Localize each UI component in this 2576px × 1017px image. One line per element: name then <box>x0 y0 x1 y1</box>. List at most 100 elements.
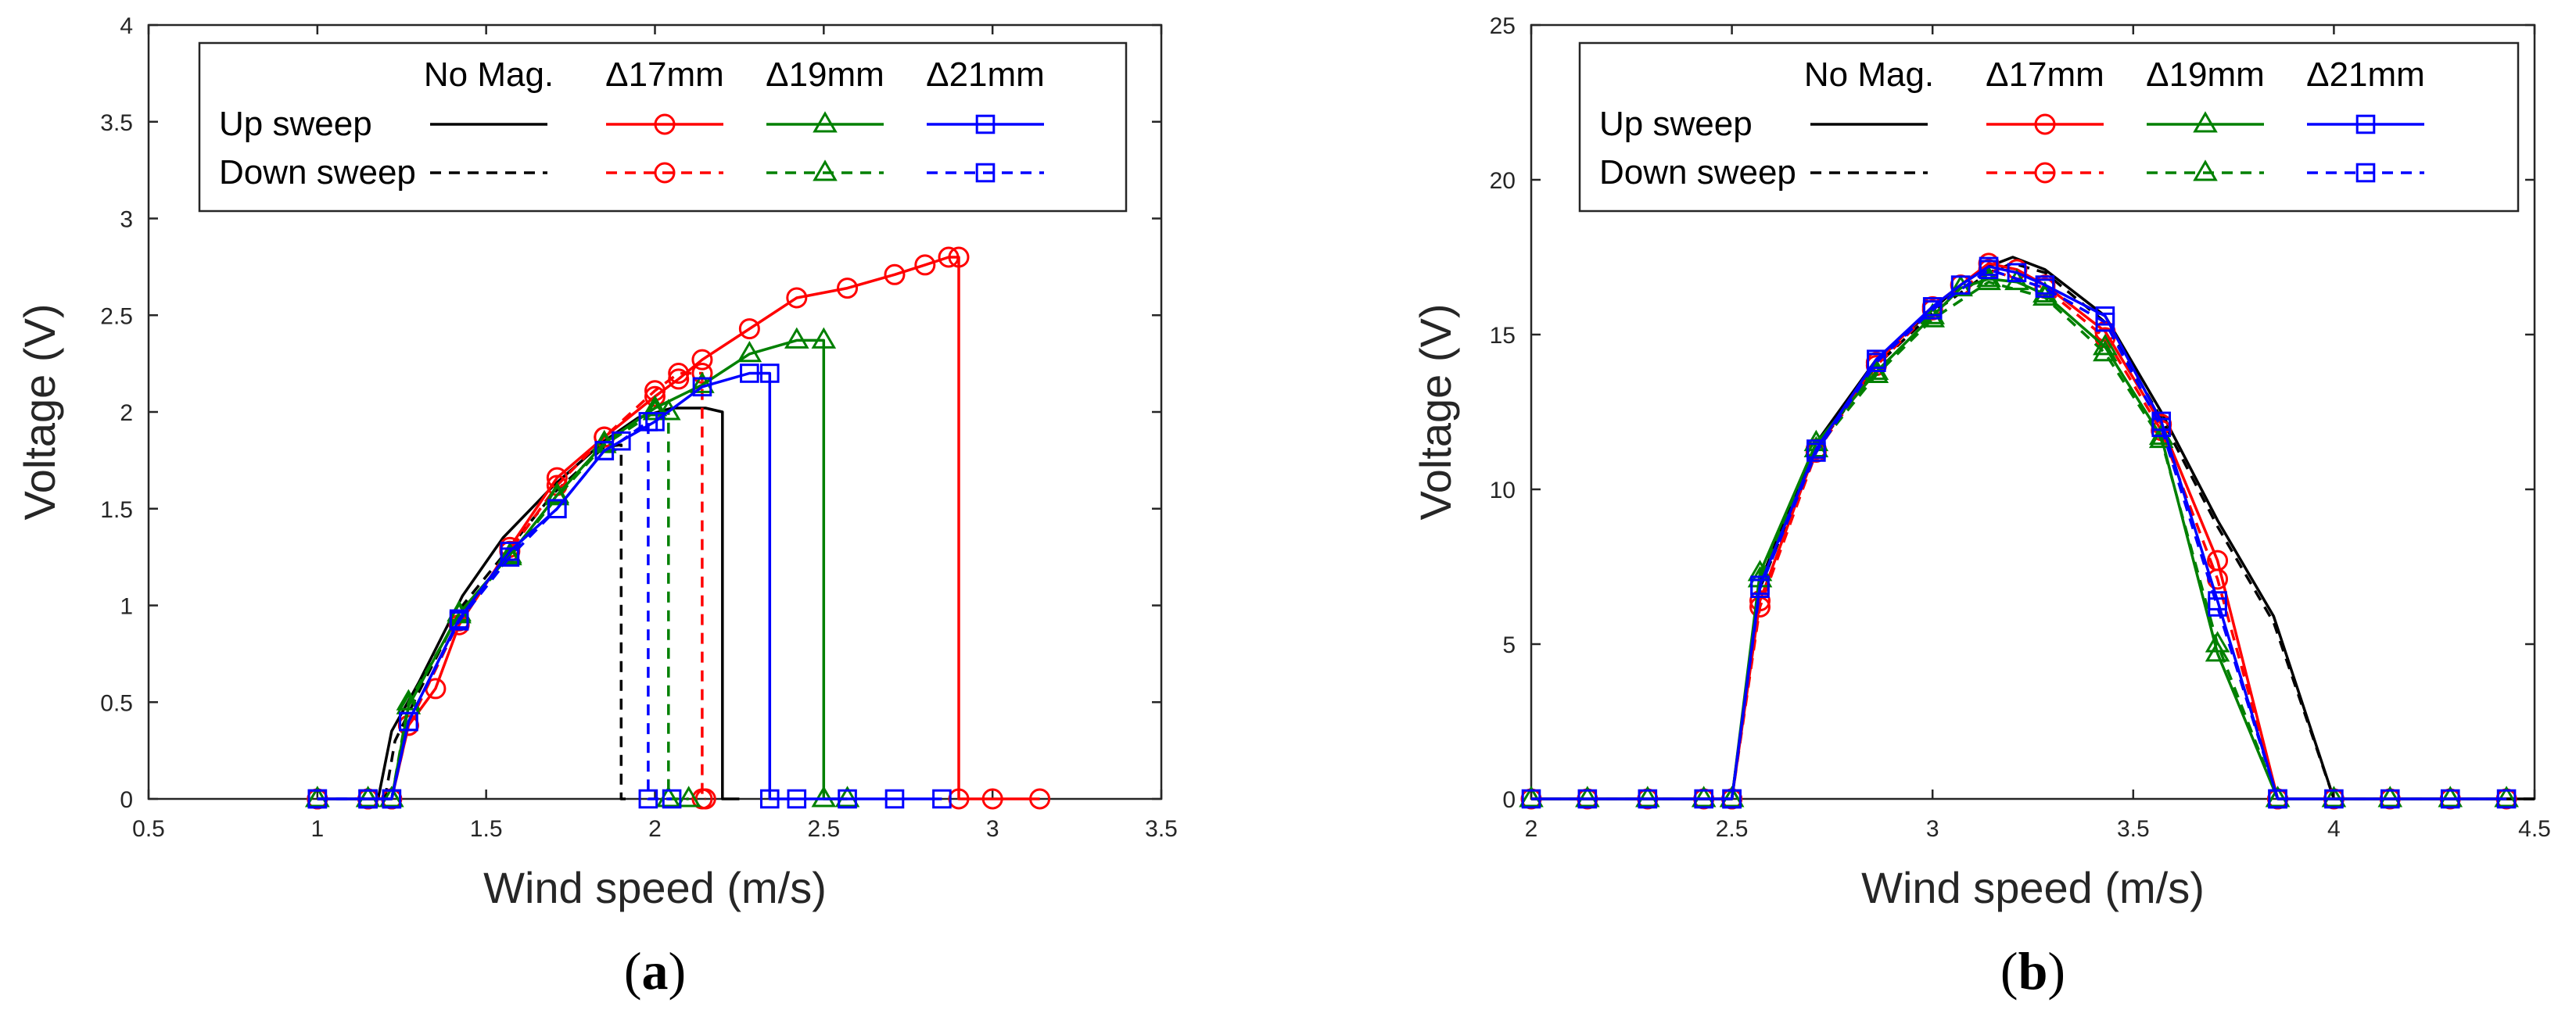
panel-b-series-delta-19mm-up-point <box>1691 786 1717 808</box>
panel-a-series-delta-17mm-up-point <box>644 385 666 407</box>
panel-b-series-no-mag-up-line <box>1531 256 2535 800</box>
panel-b-series-delta-19mm-down-point <box>1719 786 1745 808</box>
panel-b-legend-marker-delta-21mm-down <box>2355 163 2376 183</box>
panel-a-series-delta-17mm-down-point <box>691 363 713 384</box>
panel-b-series-delta-19mm-up-point <box>2321 786 2347 808</box>
panel-a-x-tick-label: 2 <box>648 816 662 842</box>
panel-a-x-tick-label: 3 <box>986 816 999 842</box>
panel-b-series-delta-21mm-down-point <box>1922 300 1943 320</box>
panel-b-caption-letter: b <box>2018 941 2048 1001</box>
panel-a-series-delta-17mm-down-point <box>668 363 690 384</box>
panel-b-series-delta-19mm-up-point <box>2093 334 2118 356</box>
panel-a-legend-header-delta-17mm: Δ17mm <box>605 56 724 94</box>
panel-a-y-tick-label: 1 <box>120 594 133 620</box>
panel-a-caption-open: ( <box>624 941 642 1001</box>
panel-a-series-delta-17mm-up-line <box>317 256 1040 800</box>
panel-b-series-delta-19mm-up-point <box>2438 786 2463 808</box>
panel-b-legend-box <box>1578 41 2520 213</box>
panel-b-series <box>1519 252 2535 810</box>
panel-b-series-delta-19mm-down-point <box>2093 339 2118 362</box>
panel-b-legend: No Mag. Δ17mm Δ19mm Δ21mm Up sweep Down sweep <box>1578 41 2520 213</box>
panel-a-legend-row-down-sweep: Down sweep <box>219 153 416 192</box>
panel-a-plot-area: 0.5 1 1.5 2 2.5 3 3.5 0 0.5 1 1.5 2 2.5 3 3.5 4 No Mag.… <box>100 13 1178 842</box>
panel-a-x-tick-label: 0.5 <box>132 816 165 842</box>
panel-b-plot-area: 2 2.5 3 3.5 4 4.5 0 5 10 15 20 25 No Mag. Δ17mm Δ19mm… <box>1490 13 2551 842</box>
panel-b-legend-header-no-mag: No Mag. <box>1804 56 1934 94</box>
panel-b-caption-close: ) <box>2047 941 2065 1001</box>
panel-a-series-delta-17mm-up-point <box>948 246 970 268</box>
panel-a-series-delta-17mm-up-point <box>981 788 1003 810</box>
panel-a-legend-row-up-sweep: Up sweep <box>219 105 372 143</box>
panel-b-series-delta-21mm-down-point <box>1979 260 1999 280</box>
panel-b-legend-marker-delta-21mm-up <box>2355 114 2376 134</box>
panel-a-series-delta-21mm-up-point <box>838 789 857 809</box>
panel-a-series-delta-17mm-up-point <box>786 287 808 309</box>
panel-b-series-delta-19mm-up-point <box>1635 786 1660 808</box>
panel-a-y-axis-label: Voltage (V) <box>15 303 64 520</box>
panel-b-series-delta-19mm-down-point <box>2265 786 2291 808</box>
panel-a-series-delta-19mm-up-point <box>737 340 762 363</box>
panel-b-x-tick-label: 3 <box>1926 816 1939 842</box>
panel-a-series-delta-19mm-down-point <box>655 399 681 421</box>
panel-b-legend-row-up-sweep: Up sweep <box>1599 105 1753 143</box>
panel-a-series-delta-21mm-down-point <box>449 611 469 631</box>
panel-b-series-delta-21mm-up-point <box>2440 789 2460 809</box>
panel-a-series-delta-17mm-up-point <box>738 318 760 340</box>
panel-b-series-delta-19mm-down-point <box>2205 631 2230 653</box>
panel-b-series-delta-19mm-up-point <box>2494 786 2519 808</box>
panel-a-y-tick-label: 3 <box>120 207 133 233</box>
panel-b-legend-marker-delta-17mm-down <box>2034 162 2056 184</box>
panel-b-series-delta-21mm-up-point <box>2380 789 2400 809</box>
panel-a-series-delta-21mm-down-point <box>638 412 658 432</box>
panel-a-series-delta-19mm-down-point <box>544 484 570 506</box>
panel-a-legend-marker-delta-19mm-up <box>813 111 838 133</box>
panel-b-y-tick-label: 5 <box>1502 632 1516 658</box>
panel-b-x-tick-label: 3.5 <box>2117 816 2150 842</box>
panel-a-y-tick-label: 4 <box>120 13 133 39</box>
panel-a-series-delta-21mm-up-point <box>692 377 712 397</box>
panel-b-series-delta-21mm-up-point <box>2496 789 2517 809</box>
panel-b-y-tick-label: 10 <box>1490 478 1516 503</box>
panel-b-series-delta-21mm-down-point <box>2095 312 2115 332</box>
panel-b-series-delta-19mm-down-point <box>1803 435 1829 458</box>
panel-a-legend-marker-delta-21mm-up <box>975 114 996 134</box>
panel-a-series <box>305 246 1051 810</box>
panel-b-series-delta-21mm-down-point <box>1867 353 1886 372</box>
panel-a-series-delta-17mm-up-point <box>884 263 906 285</box>
panel-b-series-no-mag-up <box>1531 256 2535 800</box>
panel-b-caption-label: (b) <box>2000 941 2065 1001</box>
panel-a-series-delta-21mm-down-point <box>399 711 418 732</box>
panel-b-series-delta-21mm-down-point <box>2151 417 2172 438</box>
panel-a-series-delta-19mm-down-point <box>396 689 422 711</box>
panel-a-series-delta-19mm-down-point <box>379 786 404 808</box>
panel-b-y-axis-label: Voltage (V) <box>1411 303 1460 520</box>
panel-b-x-axis-label: Wind speed (m/s) <box>1861 863 2205 912</box>
panel-a-legend-header-delta-19mm: Δ19mm <box>766 56 884 94</box>
panel-a-caption-close: ) <box>669 941 687 1001</box>
panel-b-series-delta-21mm-down-point <box>2268 789 2287 809</box>
panel-a-series-delta-21mm-down-point <box>662 789 682 809</box>
panel-b-legend-marker-delta-17mm-up <box>2034 113 2056 135</box>
panel-a-series-delta-19mm-up-point <box>834 786 860 808</box>
panel-a-series-delta-21mm-up-point <box>787 789 807 809</box>
panel-b-y-tick-label: 15 <box>1490 323 1516 349</box>
panel-b-series-delta-21mm-down-point <box>2035 278 2055 298</box>
panel-a-y-tick-label: 3.5 <box>100 110 133 136</box>
panel-a-legend-marker-delta-17mm-down <box>654 162 676 184</box>
panel-a-series-delta-21mm-up-point <box>759 363 780 383</box>
panel-b-legend-header-delta-21mm: Δ21mm <box>2306 56 2425 94</box>
panel-a-legend-marker-delta-21mm-down <box>975 163 996 183</box>
panel-b-series-delta-19mm-down-line <box>1730 280 2280 800</box>
panel-b-legend-header-delta-19mm: Δ19mm <box>2146 56 2265 94</box>
panel-a-series-delta-21mm-down-point <box>612 431 631 451</box>
panel-a-series-delta-17mm-up-point <box>1029 788 1051 810</box>
panel-a-x-tick-label: 3.5 <box>1145 816 1178 842</box>
panel-a-series-delta-19mm-down-point <box>676 786 701 808</box>
panel-b-y-tick-label: 0 <box>1502 787 1516 813</box>
panel-b-series-delta-21mm-up-point <box>1638 789 1658 809</box>
panel-a-series-delta-19mm-down-point <box>642 399 668 421</box>
panel-a-x-axis-label: Wind speed (m/s) <box>483 863 827 912</box>
panel-a-caption-letter: a <box>642 941 669 1001</box>
panel-a-series-delta-17mm-up-point <box>691 349 713 371</box>
panel-b-legend-marker-delta-19mm-up <box>2193 111 2218 133</box>
